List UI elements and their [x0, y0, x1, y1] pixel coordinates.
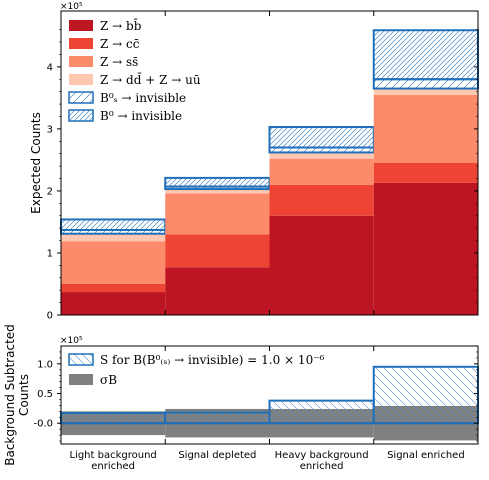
top-legend: Z → bb̄ Z → cc̄ Z → ss̄ Z → dd̄ + Z → uū B⁰ₛ… — [68, 17, 201, 123]
bottom-legend-swatch-1 — [69, 374, 93, 385]
top-ytick-label: 4 — [47, 62, 53, 73]
top-legend-label-1: Z → cc̄ — [100, 37, 140, 51]
category-label-1: Signal depleted — [178, 450, 256, 461]
bar-bkg-0-cat-1 — [165, 267, 270, 315]
top-legend-label-5: B⁰ → invisible — [100, 109, 182, 123]
bottom-legend-label-1: σB — [100, 373, 117, 387]
signal-bar-cat-1 — [164, 411, 271, 425]
bar-bkg-2-cat-3 — [373, 94, 478, 163]
bar-signal-5-cat-2 — [268, 126, 375, 149]
top-ytick-label: 3 — [47, 124, 53, 135]
top-ytick-label: 1 — [47, 248, 53, 259]
bar-bkg-3-cat-2 — [269, 152, 374, 159]
top-y-label: Expected Counts — [29, 112, 43, 214]
bar-signal-5-cat-3 — [372, 29, 479, 81]
category-label-3: Signal enriched — [387, 450, 465, 461]
bottom-y-label-line1: Background Subtracted — [3, 324, 17, 466]
category-label-2: Heavy background — [275, 450, 369, 461]
bar-signal-4-cat-3 — [372, 78, 479, 90]
bottom-ytick-label: 1.0 — [37, 359, 53, 370]
bar-bkg-2-cat-0 — [61, 241, 166, 284]
top-legend-swatch-3 — [69, 74, 93, 85]
top-ytick-label: 2 — [47, 186, 53, 197]
top-legend-swatch-4 — [68, 91, 94, 104]
bottom-panel: -0.00.51.0 Light backgroundenrichedSigna… — [3, 11, 479, 472]
signal-bar-cat-0 — [60, 412, 167, 425]
bar-bkg-3-cat-0 — [61, 233, 166, 242]
signal-bar-cat-2 — [268, 399, 375, 425]
bar-bkg-2-cat-1 — [165, 193, 270, 235]
bar-signal-5-cat-0 — [60, 218, 167, 232]
category-label-0: Light background — [69, 450, 156, 461]
bar-bkg-0-cat-0 — [61, 292, 166, 315]
top-legend-swatch-0 — [69, 20, 93, 31]
top-panel: 0 1 2 3 4 ×10⁵ Expected Counts Z → bb̄ Z → cc… — [29, 2, 479, 322]
bottom-legend-label-0: S for B(B⁰₍ₛ₎ → invisible) = 1.0 × 10⁻⁶ — [100, 353, 325, 367]
bottom-y-label-line2: Counts — [17, 374, 31, 416]
top-ytick-label: 0 — [47, 311, 53, 322]
bar-bkg-1-cat-1 — [165, 234, 270, 268]
top-legend-label-3: Z → dd̄ + Z → uū — [100, 71, 201, 87]
bottom-legend: S for B(B⁰₍ₛ₎ → invisible) = 1.0 × 10⁻⁶ σ… — [68, 353, 325, 387]
bar-signal-5-cat-1 — [164, 176, 271, 188]
top-legend-swatch-5 — [68, 109, 94, 122]
top-legend-swatch-2 — [69, 56, 93, 67]
bar-bkg-0-cat-3 — [373, 182, 478, 315]
signal-bar-cat-3 — [372, 365, 479, 425]
bar-bkg-0-cat-2 — [269, 215, 374, 315]
bar-bkg-1-cat-3 — [373, 163, 478, 183]
top-multiplier: ×10⁵ — [60, 2, 83, 12]
top-y-ticks: 0 1 2 3 4 — [47, 29, 478, 322]
top-bars — [60, 29, 479, 315]
category-label-0: enriched — [91, 461, 135, 472]
bar-bkg-1-cat-0 — [61, 283, 166, 293]
top-legend-swatch-1 — [69, 38, 93, 49]
bottom-ytick-label: -0.0 — [33, 419, 53, 430]
top-legend-label-4: B⁰ₛ → invisible — [100, 91, 186, 105]
bar-bkg-1-cat-2 — [269, 184, 374, 216]
bottom-ytick-label: 0.5 — [37, 389, 53, 400]
bar-bkg-3-cat-3 — [373, 88, 478, 95]
bar-bkg-3-cat-1 — [165, 189, 270, 194]
bar-bkg-2-cat-2 — [269, 158, 374, 185]
bottom-multiplier: ×10⁵ — [60, 336, 83, 346]
top-legend-label-2: Z → ss̄ — [100, 55, 138, 69]
bottom-bars — [60, 365, 479, 441]
bottom-legend-swatch-0 — [68, 353, 94, 366]
category-label-2: enriched — [300, 461, 344, 472]
top-legend-label-0: Z → bb̄ — [100, 17, 142, 33]
